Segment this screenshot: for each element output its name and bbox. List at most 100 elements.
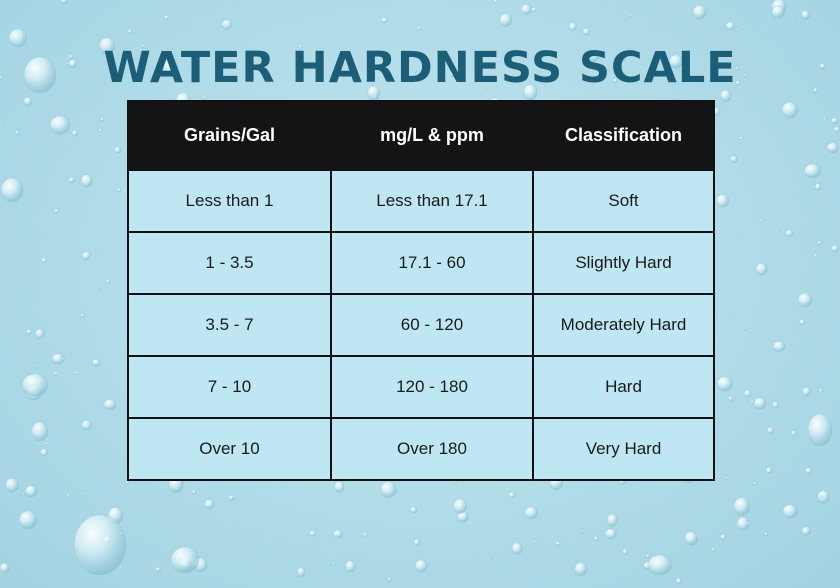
water-droplet [41,459,45,463]
water-droplet [743,73,747,77]
water-droplet [833,126,840,133]
water-droplet [91,358,101,367]
water-droplet [593,536,599,541]
water-droplet [44,441,49,446]
water-droplet [781,101,799,119]
water-droplet [81,251,91,260]
cell-classification: Hard [532,355,715,419]
water-droplet [63,237,67,241]
water-droplet [746,521,751,526]
water-droplet [0,539,2,543]
water-droplet [228,494,235,501]
water-droplet [753,397,767,410]
water-droplet [814,183,822,191]
water-droplet [791,430,797,437]
water-droplet [582,28,591,36]
water-droplet [553,58,557,62]
water-droplet [804,467,812,475]
water-droplet [720,534,726,541]
water-droplet [40,448,48,457]
cell-grains: Less than 1 [127,169,332,233]
water-droplet [580,541,584,546]
water-droplet [812,87,818,93]
water-droplet [727,310,731,314]
cell-classification: Slightly Hard [532,231,715,295]
water-droplet [0,75,3,80]
water-droplet [753,481,757,486]
water-droplet [105,279,111,284]
header-grains-per-gallon: Grains/Gal [127,100,332,171]
water-droplet [98,128,103,133]
cell-grains: 1 - 3.5 [127,231,332,295]
water-droplet [298,44,303,49]
water-droplet [73,514,127,576]
water-droplet [645,553,651,559]
water-droplet [807,413,833,447]
water-droplet [797,21,801,25]
water-droplet [0,562,10,574]
water-droplet [628,13,633,18]
water-droplet [506,554,510,558]
water-droplet [413,70,417,74]
water-droplet [120,335,124,338]
water-droplet [761,30,766,35]
water-droplet [414,31,418,35]
water-droplet [742,327,746,331]
water-droplet [818,388,824,393]
water-droplet [34,134,38,138]
water-droplet [603,89,607,93]
water-droplet [34,328,45,340]
water-droplet [383,57,387,61]
water-droplet [715,194,730,208]
water-droplet [739,136,743,141]
water-droplet [716,376,733,392]
water-droplet [141,44,145,48]
water-droplet [666,514,670,518]
water-droplet [242,45,247,49]
water-droplet [416,17,420,21]
water-droplet [574,562,588,577]
water-droplet [692,4,707,20]
water-droplet [714,314,718,318]
water-droplet [453,498,467,514]
water-droplet [168,17,172,21]
water-droplet [800,31,804,35]
water-droplet [476,574,480,578]
water-droplet [570,505,574,509]
water-droplet [531,7,537,13]
water-droplet [802,387,811,397]
water-droplet [44,24,48,28]
water-droplet [221,19,233,30]
water-droplet [23,56,57,94]
water-droplet [164,15,169,20]
water-droplet [66,493,71,497]
water-droplet [720,89,732,102]
cell-grains: Over 10 [127,417,332,481]
water-droplet [820,494,824,499]
water-droplet [684,531,699,546]
water-droplet [622,548,629,555]
water-droplet [555,541,561,546]
water-droplet [772,401,779,409]
water-droplet [773,473,777,477]
water-droplet [819,62,826,70]
table-row: 3.5 - 7 60 - 120 Moderately Hard [127,293,715,357]
water-droplet [332,529,343,539]
water-droplet [813,253,818,257]
water-droplet [633,481,637,485]
water-droplet [743,389,752,398]
water-droplet [539,77,545,82]
water-droplet [676,571,680,575]
water-droplet [18,510,38,530]
water-droplet [824,278,828,282]
water-droplet [155,566,161,573]
water-droplet [103,398,117,411]
water-droplet [22,492,26,496]
water-droplet [363,532,368,538]
water-droplet [739,232,743,236]
water-droplet [387,576,392,582]
water-droplet [414,559,428,573]
water-droplet [81,419,92,431]
water-droplet [45,229,49,233]
water-droplet [647,554,673,576]
